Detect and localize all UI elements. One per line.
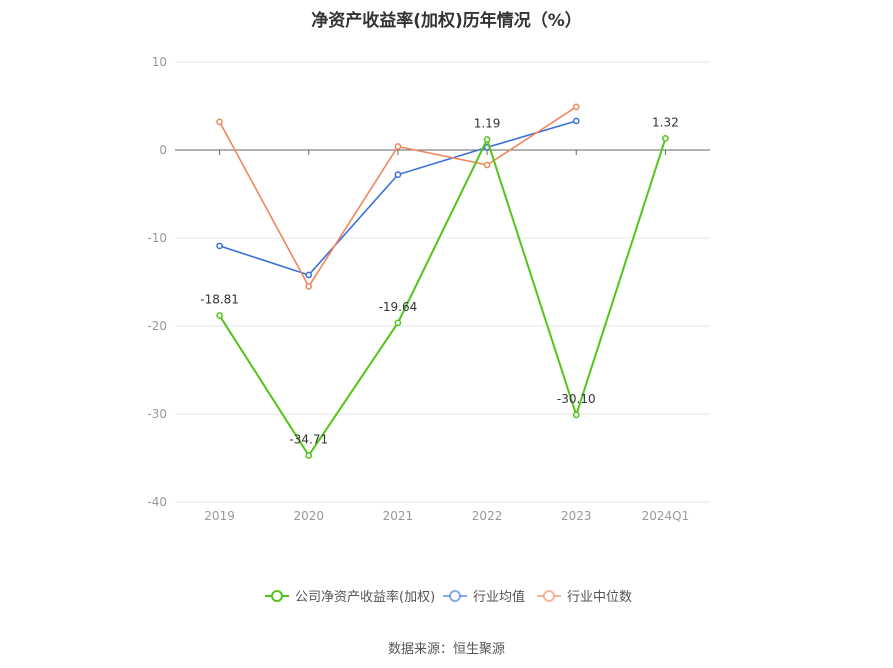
y-tick-label: 0	[159, 143, 167, 157]
legend-label-2: 行业中位数	[567, 590, 632, 605]
x-tick-label: 2020	[293, 509, 324, 523]
data-point	[216, 118, 223, 126]
data-point	[483, 161, 491, 169]
data-label: 1.19	[474, 117, 501, 131]
y-tick-label: -20	[147, 319, 167, 333]
legend-label-1: 行业均值	[473, 589, 525, 605]
data-label: 1.32	[652, 115, 679, 129]
x-tick-label: 2023	[561, 509, 592, 523]
data-point	[394, 143, 402, 150]
data-point	[394, 319, 402, 327]
x-tick-label: 2019	[204, 509, 235, 523]
data-point	[572, 103, 580, 111]
data-point	[394, 171, 402, 178]
data-label: -18.81	[200, 293, 239, 307]
series-line-2	[218, 106, 577, 288]
data-point	[305, 283, 313, 290]
data-label: -30.10	[557, 392, 596, 406]
legend-marker-2	[543, 590, 555, 602]
chart-title: 净资产收益率(加权)历年情况（%）	[311, 11, 582, 31]
legend-marker-1	[449, 590, 461, 602]
data-point	[305, 271, 313, 279]
legend-label-0: 公司净资产收益率(加权)	[295, 589, 435, 605]
y-tick-label: -40	[147, 495, 167, 509]
y-tick-label: 10	[152, 55, 167, 69]
series-line-0	[218, 136, 667, 458]
data-point	[572, 411, 580, 419]
data-label: -34.71	[289, 432, 328, 446]
data-point	[572, 117, 580, 125]
data-point	[216, 242, 223, 250]
y-tick-label: -10	[147, 231, 167, 245]
y-tick-label: -30	[147, 407, 167, 421]
data-label: -19.64	[379, 300, 418, 314]
data-point	[483, 136, 491, 143]
x-tick-label: 2021	[383, 509, 414, 523]
legend-marker-0	[271, 590, 283, 602]
data-source: 数据来源：恒生聚源	[387, 642, 505, 657]
x-tick-label: 2024Q1	[642, 509, 690, 523]
data-point	[662, 135, 669, 142]
data-point	[305, 452, 313, 459]
x-tick-label: 2022	[472, 509, 503, 523]
data-point	[216, 312, 223, 319]
